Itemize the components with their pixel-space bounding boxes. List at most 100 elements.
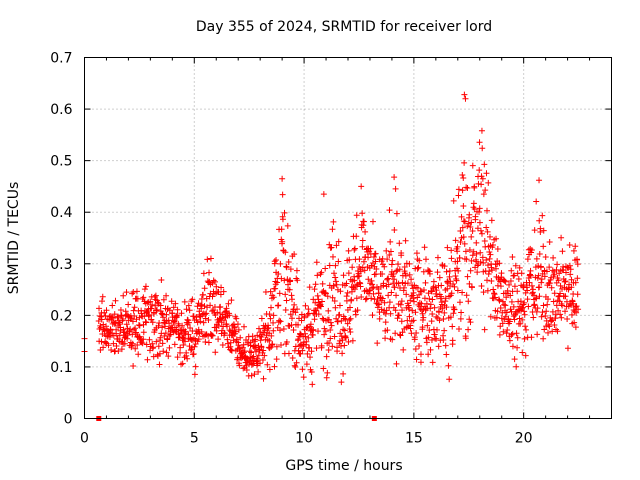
data-point <box>347 329 354 336</box>
data-point <box>143 341 150 348</box>
data-point <box>358 294 365 301</box>
data-point <box>559 302 566 309</box>
data-point <box>143 319 150 326</box>
data-point <box>144 356 151 363</box>
data-point <box>470 200 477 207</box>
data-point <box>322 265 329 272</box>
data-point <box>213 324 220 331</box>
data-point <box>511 272 518 279</box>
data-point <box>540 335 547 342</box>
data-point <box>429 359 436 366</box>
data-point <box>282 249 289 256</box>
data-point <box>385 275 392 282</box>
data-point <box>427 301 434 308</box>
data-point <box>414 284 421 291</box>
data-point <box>252 348 259 355</box>
data-point <box>310 296 317 303</box>
data-point <box>157 334 164 341</box>
data-point <box>359 237 366 244</box>
data-point <box>279 238 286 245</box>
data-point <box>546 239 553 246</box>
data-point <box>174 306 181 313</box>
data-point <box>158 310 165 317</box>
data-point <box>495 296 502 303</box>
data-point <box>119 316 126 323</box>
data-point <box>208 331 215 338</box>
data-point <box>299 347 306 354</box>
data-point <box>507 292 514 299</box>
data-point <box>487 251 494 258</box>
data-point <box>110 340 117 347</box>
data-point <box>99 293 106 300</box>
data-point <box>111 311 118 318</box>
data-point <box>339 350 346 357</box>
data-point <box>326 262 333 269</box>
data-point <box>123 321 130 328</box>
data-point <box>337 288 344 295</box>
data-point <box>514 344 521 351</box>
data-point <box>353 282 360 289</box>
data-point <box>370 290 377 297</box>
data-point <box>166 344 173 351</box>
data-point <box>183 306 190 313</box>
data-point <box>353 233 360 240</box>
data-point <box>101 326 108 333</box>
data-point <box>233 315 240 322</box>
data-point <box>573 309 580 316</box>
x-tick-label: 0 <box>80 431 89 447</box>
data-point <box>544 301 551 308</box>
data-point <box>402 272 409 279</box>
data-point <box>279 216 286 223</box>
data-point <box>410 289 417 296</box>
data-point <box>362 228 369 235</box>
data-point <box>117 327 124 334</box>
data-point <box>476 208 483 215</box>
data-point <box>100 344 107 351</box>
data-point <box>551 271 558 278</box>
data-point <box>426 295 433 302</box>
data-point <box>193 316 200 323</box>
data-point <box>513 330 520 337</box>
data-point <box>155 343 162 350</box>
data-point <box>512 262 519 269</box>
data-point <box>530 302 537 309</box>
data-point <box>452 272 459 279</box>
data-point <box>303 338 310 345</box>
data-point <box>130 289 137 296</box>
data-point <box>153 338 160 345</box>
data-point <box>202 338 209 345</box>
data-point <box>458 309 465 316</box>
data-point <box>303 361 310 368</box>
data-point <box>528 247 535 254</box>
data-point <box>557 311 564 318</box>
data-point <box>264 325 271 332</box>
data-point <box>155 322 162 329</box>
data-point <box>277 318 284 325</box>
data-point <box>162 330 169 337</box>
data-point <box>421 244 428 251</box>
data-point <box>174 312 181 319</box>
data-point <box>503 294 510 301</box>
data-point <box>226 312 233 319</box>
data-point <box>548 284 555 291</box>
data-point <box>345 270 352 277</box>
data-point <box>366 287 373 294</box>
data-point <box>478 173 485 180</box>
data-point <box>217 291 224 298</box>
data-point <box>395 280 402 287</box>
data-point <box>492 265 499 272</box>
data-point <box>442 342 449 349</box>
data-point <box>108 346 115 353</box>
data-point <box>555 277 562 284</box>
data-point <box>171 341 178 348</box>
data-point <box>123 289 130 296</box>
data-point <box>257 360 264 367</box>
outlier-point <box>536 177 543 184</box>
data-point <box>526 279 533 286</box>
data-point <box>541 273 548 280</box>
data-point <box>165 353 172 360</box>
data-point <box>419 324 426 331</box>
data-point <box>415 264 422 271</box>
data-point <box>486 248 493 255</box>
data-point <box>151 293 158 300</box>
